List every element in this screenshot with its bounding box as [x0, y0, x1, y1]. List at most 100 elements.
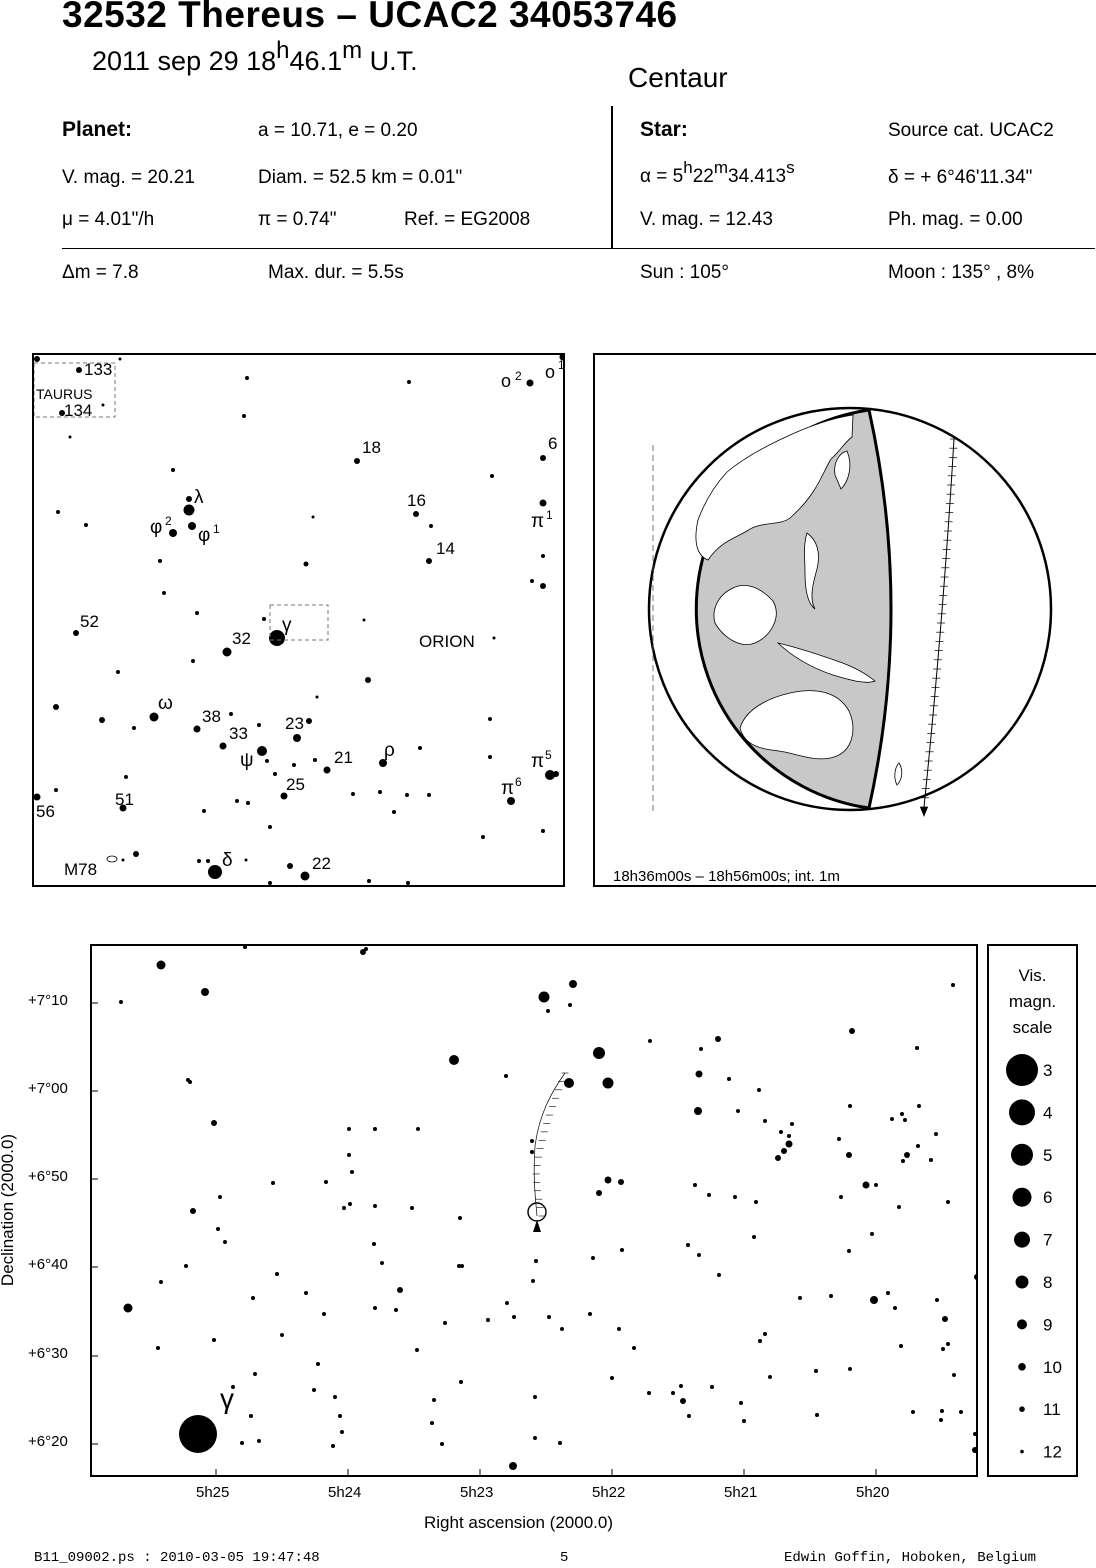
finder-star	[273, 772, 277, 776]
finder-star	[365, 677, 371, 683]
label-51: 51	[115, 790, 134, 809]
detail-star	[342, 1206, 346, 1210]
finder-stars	[34, 355, 563, 885]
detail-star	[870, 1232, 874, 1236]
mag-scale-title-1: Vis.	[1018, 966, 1047, 985]
mag-scale-symbols: 3 4 5 6 7 8 9 10 11 12	[1006, 1054, 1062, 1462]
finder-star	[265, 759, 269, 763]
star-vmag: V. mag. = 12.43	[640, 209, 773, 230]
planet-reference: Ref. = EG2008	[404, 209, 531, 230]
sun-elongation: Sun : 105°	[640, 262, 729, 283]
detail-star	[790, 1122, 794, 1126]
finder-star	[392, 810, 396, 814]
finder-star	[268, 881, 272, 885]
detail-star	[916, 1144, 920, 1148]
finder-star	[183, 504, 195, 516]
label-psi: ψ	[240, 750, 254, 771]
philippines	[804, 532, 819, 610]
detail-star	[432, 1398, 436, 1402]
label-rho: ρ	[384, 740, 395, 761]
finder-star	[362, 618, 366, 622]
label-38: 38	[202, 707, 221, 726]
detail-star	[440, 1442, 444, 1446]
finder-star	[246, 801, 250, 805]
finder-star	[315, 695, 319, 699]
detail-star	[460, 1264, 464, 1268]
detail-star	[939, 1418, 943, 1422]
finder-star	[488, 717, 492, 721]
detail-star	[333, 1395, 337, 1399]
detail-star	[350, 1170, 354, 1174]
dec-tick-7-10: +7°10	[28, 992, 68, 1009]
detail-star	[935, 1298, 939, 1302]
info-divider	[611, 106, 613, 248]
detail-star	[758, 1339, 762, 1343]
finder-star	[59, 410, 65, 416]
finder-star	[418, 746, 422, 750]
detail-star	[647, 1391, 651, 1395]
finder-star	[162, 591, 166, 595]
label-6: 6	[548, 434, 557, 453]
ra-tick-5h20: 5h20	[856, 1484, 890, 1501]
detail-star	[946, 1342, 950, 1346]
detail-star	[538, 991, 550, 1003]
gamma-label: γ	[220, 1383, 234, 1414]
finder-star	[34, 793, 41, 801]
detail-star	[617, 1327, 621, 1331]
mag-scale-label: 12	[1043, 1443, 1062, 1462]
finder-star	[526, 379, 534, 387]
finder-star	[354, 458, 360, 464]
detail-star	[768, 1375, 772, 1379]
new-guinea	[776, 642, 876, 683]
finder-star	[406, 881, 410, 885]
asia-landmass	[695, 414, 854, 561]
footer-file: B11_09002.ps : 2010-03-05 19:47:48	[34, 1550, 320, 1566]
finder-star	[197, 859, 201, 863]
finder-star	[219, 742, 227, 750]
detail-star	[911, 1410, 915, 1414]
finder-star	[186, 496, 192, 502]
finder-star	[292, 763, 296, 767]
finder-star	[133, 851, 139, 857]
mag-scale-dot	[1018, 1363, 1026, 1371]
detail-star	[680, 1398, 686, 1404]
ra-tick-5h25: 5h25	[196, 1484, 230, 1501]
mag-scale-label: 10	[1043, 1358, 1062, 1377]
detail-star	[530, 1139, 534, 1143]
dec-tick-7-00: +7°00	[28, 1080, 68, 1097]
detail-star	[397, 1287, 403, 1293]
detail-star	[781, 1148, 787, 1154]
mag-scale-label: 8	[1043, 1273, 1052, 1292]
finder-star	[132, 726, 136, 730]
finder-star	[118, 357, 122, 361]
detail-star	[940, 1409, 944, 1413]
finder-star	[268, 825, 272, 829]
label-taurus: TAURUS	[36, 386, 93, 402]
detail-star	[687, 1414, 691, 1418]
finder-star	[76, 367, 82, 373]
label-delta: δ	[222, 850, 233, 871]
finder-star	[208, 865, 222, 879]
detail-star	[360, 949, 366, 955]
detail-star	[588, 1312, 592, 1316]
detail-star	[458, 1216, 462, 1220]
detail-star	[934, 1132, 938, 1136]
finder-star	[188, 522, 196, 530]
detail-star	[901, 1159, 905, 1163]
m78-nebula-symbol	[106, 855, 118, 863]
finder-star	[540, 583, 546, 589]
detail-star	[785, 1140, 793, 1148]
detail-star	[190, 1208, 196, 1214]
detail-star	[814, 1369, 818, 1373]
detail-star	[331, 1444, 335, 1448]
detail-star	[699, 1047, 703, 1051]
ra-tick-5h21: 5h21	[724, 1484, 758, 1501]
finder-star	[54, 788, 58, 792]
footer-author: Edwin Goffin, Hoboken, Belgium	[784, 1550, 1037, 1566]
axis-ticks	[92, 1002, 877, 1475]
y-axis-label: Declination (2000.0)	[0, 1133, 17, 1287]
planet-motion: μ = 4.01"/h	[62, 209, 155, 230]
mag-scale-label: 6	[1043, 1188, 1052, 1207]
label-omicron1-sup: 1	[558, 358, 563, 372]
detail-star	[620, 1248, 624, 1252]
